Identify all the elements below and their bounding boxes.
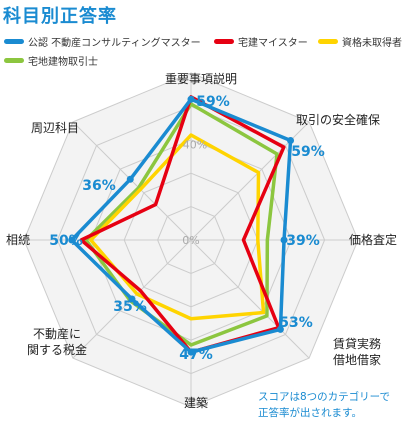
category-label: 相続 [6,233,30,247]
grid-spoke [190,239,310,359]
legend-label: 公認 不動産コンサルティングマスター [28,38,201,49]
data-point [287,136,295,144]
data-point [187,95,195,103]
category-label: 周辺科目 [31,121,79,135]
percent-label: 53% [279,315,313,331]
category-label: 関する税金 [27,342,87,357]
data-point [187,348,195,356]
page-title: 科目別正答率 [3,6,117,27]
percent-label: 50% [49,233,83,249]
category-label: 重要事項説明 [165,71,237,86]
footnote-line: 正答率が出されます。 [258,407,362,419]
legend-swatch-green [4,58,24,63]
series-line-green [84,102,279,347]
ring-label-40: 40% [183,139,207,152]
legend-item-consulting-master: 公認 不動産コンサルティングマスター [4,34,201,49]
category-label: 賃貸実務 [333,336,381,351]
percent-label: 36% [82,178,116,194]
legend-item-takken-shi: 宅地建物取引士 [4,53,98,68]
series-line-yellow [89,133,266,321]
legend-label: 資格未取得者 [342,38,402,49]
category-label: 価格査定 [349,232,397,247]
legend-item-unqualified: 資格未取得者 [318,34,402,49]
data-point [126,175,134,183]
data-point [276,325,284,333]
category-label: 不動産に [33,326,81,341]
category-label: 取引の安全確保 [296,112,380,127]
data-point [128,295,136,303]
legend-swatch-blue [4,39,24,44]
legend-label: 宅地建物取引士 [28,57,98,68]
legend-item-takken-meister: 宅建マイスター [214,34,308,49]
radar-grid [23,72,359,408]
legend-swatch-yellow [318,39,338,44]
percent-label: 59% [291,144,325,160]
footnote: スコアは8つのカテゴリーで 正答率が出されます。 [258,389,390,421]
footnote-line: スコアは8つのカテゴリーで [258,391,391,403]
category-label: 借地借家 [333,352,381,367]
percent-label: 35% [113,299,147,315]
data-point [280,236,288,244]
category-label: 建築 [184,395,208,410]
legend-swatch-red [214,39,234,44]
percent-label: 47% [179,347,213,363]
radar-series [68,95,295,356]
percent-label: 59% [196,94,230,110]
percent-label: 39% [286,233,320,249]
legend-label: 宅建マイスター [238,38,308,49]
ring-label-0: 0% [182,234,199,247]
data-point [68,236,76,244]
